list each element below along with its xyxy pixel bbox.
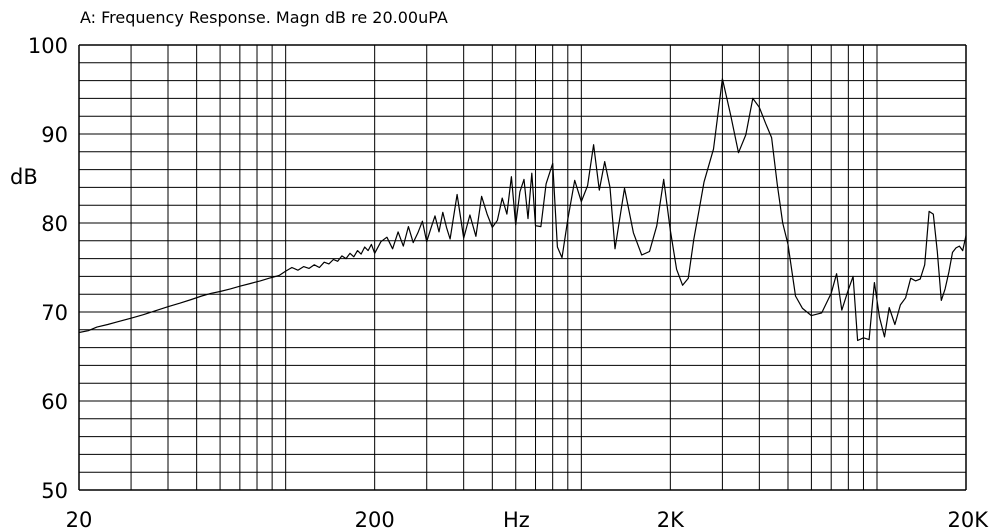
y-tick-labels: 100 90 80 70 60 50 (28, 34, 68, 503)
x-tick-labels: 20 200 2K 20K (66, 508, 990, 531)
chart-title: A: Frequency Response. Magn dB re 20.00u… (80, 8, 448, 27)
series-line (78, 78, 967, 342)
x-tick-label: 2K (657, 508, 685, 531)
y-tick-label: 70 (41, 301, 68, 325)
y-axis-label: dB (10, 165, 38, 189)
x-tick-label: 200 (355, 508, 395, 531)
y-tick-label: 50 (41, 479, 68, 503)
y-tick-label: 60 (41, 390, 68, 414)
x-axis-label: Hz (503, 508, 530, 531)
y-tick-label: 100 (28, 34, 68, 58)
y-tick-label: 80 (41, 212, 68, 236)
x-tick-label: 20K (948, 508, 990, 531)
grid (78, 44, 967, 491)
y-tick-label: 90 (41, 123, 68, 147)
x-tick-label: 20 (66, 508, 93, 531)
